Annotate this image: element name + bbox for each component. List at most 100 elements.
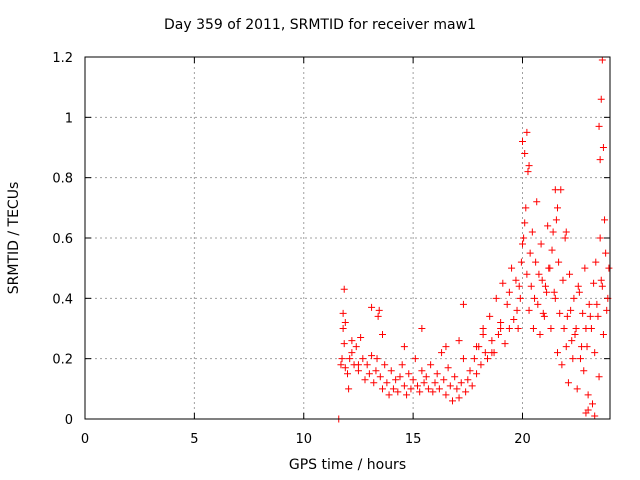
- data-point: [534, 300, 542, 308]
- data-point: [338, 355, 346, 363]
- data-point: [584, 391, 592, 399]
- data-point: [337, 361, 345, 369]
- data-point: [538, 276, 546, 284]
- data-point: [407, 385, 415, 393]
- x-tick-label: 20: [514, 432, 531, 447]
- data-point: [605, 264, 613, 272]
- data-point: [561, 234, 569, 242]
- data-point: [352, 343, 360, 351]
- data-point: [340, 340, 348, 348]
- data-point: [581, 264, 589, 272]
- data-point: [484, 355, 491, 363]
- data-point: [344, 370, 351, 378]
- data-point: [527, 282, 535, 290]
- data-point: [345, 385, 353, 393]
- plot-frame: [84, 56, 611, 420]
- data-point: [525, 306, 533, 314]
- data-point: [599, 144, 607, 151]
- data-point: [541, 282, 549, 290]
- data-point: [481, 349, 489, 357]
- data-point: [525, 162, 533, 170]
- data-point: [368, 352, 376, 360]
- data-point: [573, 385, 581, 393]
- data-point: [341, 364, 349, 372]
- data-point: [394, 388, 402, 396]
- data-point: [365, 370, 373, 378]
- chart-title: Day 359 of 2011, SRMTID for receiver maw…: [164, 17, 476, 33]
- data-point: [466, 367, 474, 375]
- data-point: [522, 204, 530, 212]
- data-point: [468, 382, 476, 390]
- data-point: [519, 240, 526, 248]
- data-point: [583, 343, 591, 351]
- y-tick-label: 1: [65, 111, 73, 126]
- data-point: [420, 379, 428, 387]
- data-point: [598, 56, 606, 64]
- data-point: [591, 412, 599, 420]
- data-point: [357, 334, 365, 342]
- data-point: [596, 234, 604, 242]
- data-point: [571, 331, 579, 339]
- data-point: [505, 325, 513, 332]
- data-point: [514, 325, 522, 332]
- data-point: [512, 276, 520, 284]
- data-point: [494, 331, 502, 339]
- data-point: [555, 258, 563, 266]
- data-point: [569, 355, 577, 363]
- data-point: [348, 349, 356, 357]
- data-point: [416, 388, 424, 396]
- data-point: [453, 385, 461, 393]
- data-point: [599, 331, 607, 339]
- data-point: [396, 373, 404, 381]
- data-point: [455, 394, 463, 402]
- data-point: [580, 367, 588, 375]
- data-point: [562, 343, 570, 351]
- data-point: [515, 282, 523, 290]
- data-point: [550, 288, 558, 296]
- data-point: [488, 337, 496, 345]
- x-tick-label: 0: [81, 432, 89, 447]
- data-point: [346, 355, 354, 363]
- data-point: [603, 306, 611, 314]
- data-point: [585, 300, 593, 308]
- data-point: [559, 276, 567, 284]
- data-point: [479, 325, 487, 332]
- data-point: [564, 379, 572, 387]
- data-point: [554, 204, 561, 212]
- data-point: [562, 228, 570, 236]
- data-points: [335, 56, 613, 423]
- data-point: [521, 219, 529, 227]
- data-point: [570, 294, 578, 302]
- data-point: [602, 249, 610, 257]
- data-point: [597, 95, 605, 103]
- data-point: [392, 376, 400, 384]
- data-point: [601, 216, 609, 224]
- data-point: [370, 379, 378, 387]
- data-point: [379, 331, 386, 339]
- data-point: [547, 325, 555, 332]
- data-point: [409, 376, 417, 384]
- data-point: [459, 300, 467, 308]
- y-axis-label: SRMTID / TECUs: [6, 181, 22, 295]
- x-axis-label: GPS time / hours: [288, 457, 407, 473]
- data-point: [385, 391, 393, 399]
- data-point: [403, 391, 411, 399]
- data-point: [418, 367, 426, 375]
- data-point: [373, 355, 381, 363]
- data-point: [535, 270, 543, 278]
- data-point: [531, 294, 539, 302]
- data-point: [383, 379, 391, 387]
- data-point: [594, 312, 602, 320]
- data-point: [433, 370, 441, 378]
- data-point: [422, 373, 430, 381]
- data-point: [546, 264, 554, 272]
- x-tick-label: 15: [405, 432, 422, 447]
- data-point: [554, 349, 561, 357]
- data-point: [528, 228, 536, 236]
- data-point: [556, 309, 564, 317]
- data-point: [379, 385, 386, 393]
- data-point: [451, 373, 459, 381]
- data-point: [442, 391, 450, 399]
- data-point: [497, 318, 505, 326]
